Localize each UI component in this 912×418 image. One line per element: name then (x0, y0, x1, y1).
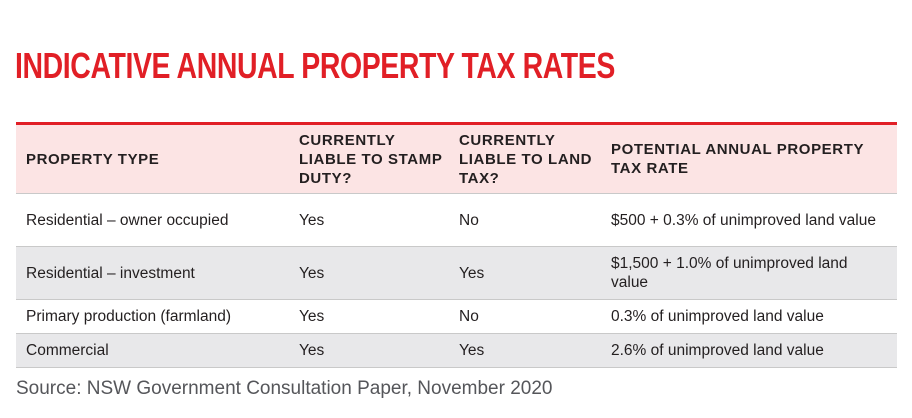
table-row: Residential – owner occupied Yes No $500… (16, 193, 897, 247)
cell-property-type: Commercial (16, 333, 291, 368)
page-title: INDICATIVE ANNUAL PROPERTY TAX RATES (15, 45, 615, 86)
header-land-tax: CURRENTLY LIABLE TO LAND TAX? (459, 131, 593, 187)
header-property-type: PROPERTY TYPE (26, 150, 160, 168)
source-note: Source: NSW Government Consultation Pape… (16, 378, 553, 399)
cell-tax-rate: 0.3% of unimproved land value (605, 299, 897, 334)
cell-stamp-duty: Yes (291, 333, 451, 368)
header-stamp-duty: CURRENTLY LIABLE TO STAMP DUTY? (299, 131, 443, 187)
table-row: Commercial Yes Yes 2.6% of unimproved la… (16, 333, 897, 368)
cell-stamp-duty: Yes (291, 299, 451, 334)
table-row: Residential – investment Yes Yes $1,500 … (16, 246, 897, 300)
cell-property-type: Residential – investment (16, 246, 291, 300)
cell-tax-rate: 2.6% of unimproved land value (605, 333, 897, 368)
cell-tax-rate: $1,500 + 1.0% of unimproved land value (605, 246, 897, 300)
table-header: PROPERTY TYPE CURRENTLY LIABLE TO STAMP … (16, 123, 897, 194)
cell-property-type: Primary production (farmland) (16, 299, 291, 334)
header-tax-rate: POTENTIAL ANNUAL PROPERTY TAX RATE (611, 141, 864, 177)
cell-land-tax: Yes (451, 246, 605, 300)
cell-property-type: Residential – owner occupied (16, 193, 291, 247)
header-row: PROPERTY TYPE CURRENTLY LIABLE TO STAMP … (16, 123, 897, 194)
cell-tax-rate: $500 + 0.3% of unimproved land value (605, 193, 897, 247)
cell-land-tax: No (451, 299, 605, 334)
property-tax-table: PROPERTY TYPE CURRENTLY LIABLE TO STAMP … (16, 122, 897, 368)
cell-stamp-duty: Yes (291, 246, 451, 300)
table-body: Residential – owner occupied Yes No $500… (16, 193, 897, 368)
cell-stamp-duty: Yes (291, 193, 451, 247)
cell-land-tax: No (451, 193, 605, 247)
cell-land-tax: Yes (451, 333, 605, 368)
table-row: Primary production (farmland) Yes No 0.3… (16, 299, 897, 334)
